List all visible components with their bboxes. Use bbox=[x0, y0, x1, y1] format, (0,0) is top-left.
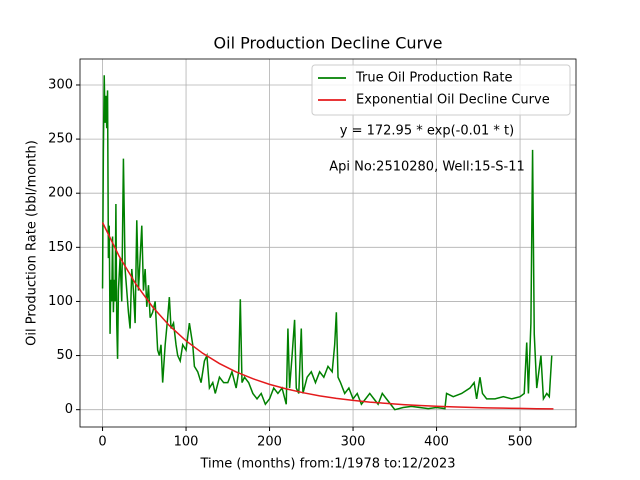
annotation: Api No:2510280, Well:15-S-11 bbox=[329, 160, 525, 175]
plot-frame bbox=[79, 58, 577, 428]
x-tick-label: 400 bbox=[424, 435, 449, 450]
x-tick-label: 300 bbox=[341, 435, 366, 450]
y-tick-label: 250 bbox=[48, 132, 73, 147]
y-tick-label: 150 bbox=[48, 240, 73, 255]
series-line bbox=[101, 75, 553, 411]
y-axis-label: Oil Production Rate (bbl/month) bbox=[25, 140, 40, 346]
x-tick-label: 100 bbox=[174, 435, 199, 450]
legend-label: True Oil Production Rate bbox=[355, 71, 512, 86]
y-tick-label: 300 bbox=[48, 77, 73, 92]
annotation: y = 172.95 * exp(-0.01 * t) bbox=[340, 124, 514, 139]
y-tick-label: 200 bbox=[48, 186, 73, 201]
legend-label: Exponential Oil Decline Curve bbox=[356, 93, 550, 108]
x-tick-label: 200 bbox=[257, 435, 282, 450]
y-tick-label: 0 bbox=[65, 402, 73, 417]
legend-box bbox=[311, 64, 571, 116]
x-tick-label: 0 bbox=[98, 435, 106, 450]
y-tick-label: 50 bbox=[56, 348, 73, 363]
y-tick-label: 100 bbox=[48, 294, 73, 309]
series-line bbox=[101, 222, 554, 410]
x-tick-label: 500 bbox=[508, 435, 533, 450]
x-axis-label: Time (months) from:1/1978 to:12/2023 bbox=[199, 457, 455, 472]
chart-title: Oil Production Decline Curve bbox=[214, 34, 443, 53]
